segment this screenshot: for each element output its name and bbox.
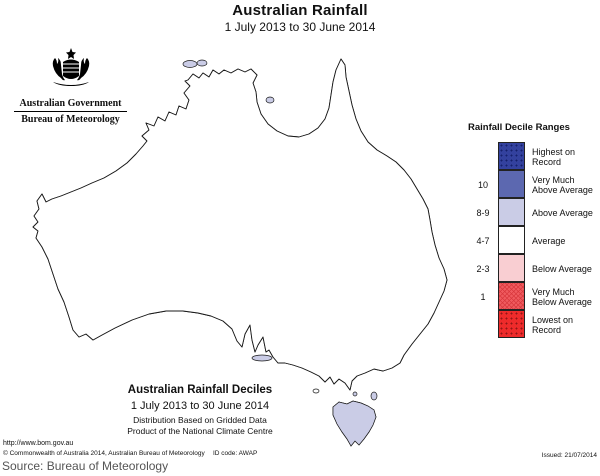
caption-title: Australian Rainfall Deciles	[127, 384, 273, 396]
legend-title: Rainfall Decile Ranges	[468, 122, 570, 133]
legend-swatch-above-average	[498, 198, 525, 226]
legend-label: Very Much Below Average	[532, 286, 592, 307]
bom-logo: Australian Government Bureau of Meteorol…	[8, 48, 133, 125]
logo-bureau-text: Bureau of Meteorology	[21, 114, 120, 125]
legend-label: Lowest on Record	[532, 314, 574, 335]
legend-swatch-highest-on-record	[498, 142, 525, 170]
page-subtitle: 1 July 2013 to 30 June 2014	[224, 20, 376, 34]
caption-distribution-note: Distribution Based on Gridded Data	[133, 415, 267, 425]
legend-grid: Highest on Record 10 Very Much Above Ave…	[468, 142, 596, 339]
legend-label: Highest on Record	[532, 146, 576, 167]
legend-label: Below Average	[532, 263, 592, 274]
header: Australian Rainfall 1 July 2013 to 30 Ju…	[0, 2, 600, 34]
legend-swatch-below-average	[498, 254, 525, 282]
legend-decile: 10	[477, 180, 488, 190]
legend-swatch-very-much-above-average	[498, 170, 525, 198]
legend-decile: 4-7	[476, 236, 490, 246]
legend-decile: 1	[480, 292, 486, 302]
legend-label: Above Average	[532, 207, 593, 218]
caption-period: 1 July 2013 to 30 June 2014	[130, 400, 270, 412]
caption-product-note: Product of the National Climate Centre	[127, 426, 273, 436]
legend-decile	[468, 311, 498, 339]
bom-url: http://www.bom.gov.au	[3, 440, 74, 447]
legend-swatch-lowest-on-record	[498, 310, 525, 338]
legend-label: Average	[532, 235, 566, 246]
logo-divider	[14, 111, 127, 112]
copyright-text: © Commonwealth of Australia 2014, Austra…	[3, 450, 205, 457]
legend-label: Very Much Above Average	[532, 174, 593, 195]
id-code: ID code: AWAP	[213, 450, 258, 457]
legend-decile: 2-3	[476, 264, 490, 274]
map-caption: Australian Rainfall Deciles 1 July 2013 …	[60, 384, 340, 436]
legend-swatch-average	[498, 226, 525, 254]
logo-government-text: Australian Government	[19, 98, 122, 109]
page-title: Australian Rainfall	[232, 2, 368, 19]
issued-date: Issued: 21/07/2014	[541, 452, 597, 459]
legend-swatch-very-much-below-average	[498, 282, 525, 310]
rainfall-decile-legend: Rainfall Decile Ranges Highest on Record…	[468, 122, 596, 339]
islands	[182, 59, 378, 401]
legend-decile	[468, 143, 498, 171]
coat-of-arms-icon	[52, 48, 89, 86]
source-attribution: Source: Bureau of Meteorology	[2, 459, 169, 473]
legend-decile: 8-9	[476, 208, 490, 218]
